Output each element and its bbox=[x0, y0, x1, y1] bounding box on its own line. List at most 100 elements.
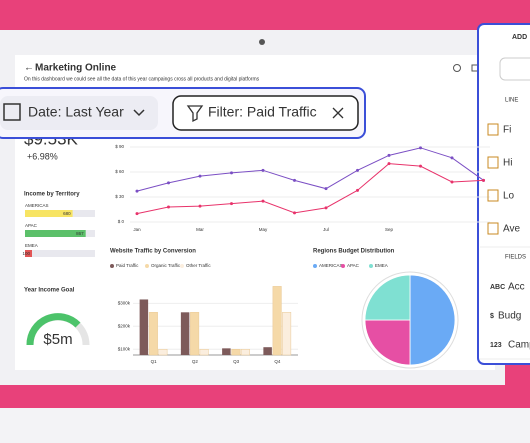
line-point bbox=[356, 188, 359, 192]
calendar-icon bbox=[3, 103, 21, 121]
bar bbox=[240, 349, 250, 356]
x-tick-label: Q2 bbox=[192, 359, 199, 364]
funnel-icon bbox=[186, 105, 204, 123]
territory-value: 100 bbox=[22, 251, 30, 256]
bar bbox=[158, 349, 168, 356]
line-point bbox=[419, 164, 422, 168]
legend-label: APAC bbox=[347, 263, 360, 268]
territory-bar bbox=[25, 250, 32, 257]
section-title: LINE bbox=[505, 98, 518, 104]
bar bbox=[231, 349, 241, 356]
territory-track bbox=[25, 250, 95, 257]
line-point bbox=[324, 187, 328, 191]
legend-label: EMEA bbox=[375, 263, 388, 268]
line-point bbox=[450, 180, 454, 184]
line-series bbox=[136, 147, 484, 192]
x-tick-label: May bbox=[259, 227, 268, 232]
legend-swatch bbox=[145, 264, 149, 268]
line-point bbox=[356, 168, 359, 172]
side-panel bbox=[477, 23, 530, 365]
bar bbox=[139, 299, 149, 355]
line-point bbox=[167, 181, 170, 185]
line-point bbox=[293, 211, 296, 215]
back-arrow[interactable]: ← bbox=[24, 63, 34, 74]
panel-title: ADD bbox=[512, 34, 527, 41]
bar bbox=[180, 312, 190, 355]
y-tick-label: $100k bbox=[118, 346, 131, 351]
territory-name: EMEA bbox=[25, 243, 38, 248]
date-chip[interactable] bbox=[0, 96, 158, 130]
bar-title: Website Traffic by Conversion bbox=[110, 249, 196, 255]
legend-swatch bbox=[369, 264, 373, 268]
pie-slice bbox=[409, 274, 456, 366]
territory-name: APAC bbox=[25, 223, 38, 228]
line-point bbox=[198, 204, 202, 208]
close-icon[interactable] bbox=[332, 107, 344, 119]
pie-slice bbox=[364, 319, 411, 366]
x-tick-label: Q4 bbox=[274, 359, 281, 364]
y-tick-label: $ 90 bbox=[115, 144, 124, 149]
field-icon: ABC bbox=[490, 284, 505, 291]
section-title: FIELDS bbox=[505, 255, 526, 261]
y-tick-label: $ 30 bbox=[115, 194, 124, 199]
territory-bar bbox=[25, 230, 86, 237]
bar bbox=[263, 347, 272, 355]
pie-slice bbox=[364, 274, 411, 321]
subtitle: On this dashboard we could see all the d… bbox=[24, 76, 260, 82]
date-label: Date: Last Year bbox=[28, 104, 124, 120]
territory-bar bbox=[25, 210, 73, 217]
item-label: Ave bbox=[503, 224, 520, 235]
line-point bbox=[324, 206, 328, 210]
territory-value: 680 bbox=[63, 211, 71, 216]
legend-swatch bbox=[180, 264, 184, 268]
x-tick-label: Sep bbox=[385, 227, 394, 232]
laptop-base bbox=[0, 408, 530, 443]
line-point bbox=[261, 168, 265, 172]
bar bbox=[272, 286, 282, 356]
y-tick-label: $200k bbox=[118, 323, 131, 328]
search-box[interactable] bbox=[499, 57, 530, 81]
pie-title: Regions Budget Distribution bbox=[313, 249, 395, 255]
camera bbox=[259, 39, 265, 45]
refresh-icon[interactable] bbox=[453, 64, 461, 72]
filter-chip[interactable] bbox=[172, 95, 359, 131]
legend-label: Organic Traffic bbox=[151, 263, 181, 268]
chart-icon bbox=[487, 189, 499, 202]
territory-title: Income by Territory bbox=[24, 192, 80, 198]
y-tick-label: $300k bbox=[118, 301, 131, 306]
chart-icon bbox=[487, 123, 499, 136]
legend-label: Paid Traffic bbox=[116, 263, 139, 268]
chart-icon bbox=[487, 156, 499, 169]
line-series bbox=[136, 163, 484, 215]
bar bbox=[148, 312, 158, 356]
x-tick-label: Mar bbox=[196, 227, 204, 232]
line-point bbox=[261, 199, 265, 203]
y-tick-label: $ 0 bbox=[118, 219, 125, 224]
line-point bbox=[167, 205, 170, 209]
item-label: Acc bbox=[508, 282, 525, 293]
legend-swatch bbox=[110, 264, 114, 268]
legend-swatch bbox=[341, 264, 345, 268]
gauge-fill bbox=[26, 313, 81, 346]
line-point bbox=[387, 162, 391, 166]
bar bbox=[222, 348, 231, 355]
chevron bbox=[133, 109, 145, 117]
field-icon: $ bbox=[490, 313, 494, 320]
legend-swatch bbox=[313, 264, 317, 268]
goal-title: Year Income Goal bbox=[24, 288, 75, 294]
x-tick-label: Jan bbox=[133, 227, 141, 232]
y-tick-label: $ 60 bbox=[115, 169, 124, 174]
line-point bbox=[230, 171, 233, 175]
line-point bbox=[482, 178, 485, 182]
item-label: Lo bbox=[503, 191, 515, 202]
line-point bbox=[230, 202, 233, 206]
filter-label: Filter: Paid Traffic bbox=[208, 104, 317, 120]
field-icon: 123 bbox=[490, 342, 502, 349]
x-tick-label: Q3 bbox=[233, 359, 240, 364]
item-label: Camp bbox=[508, 340, 530, 351]
line-point bbox=[450, 156, 454, 160]
line-point bbox=[293, 178, 296, 182]
line-point bbox=[135, 212, 139, 216]
bar bbox=[282, 312, 292, 356]
